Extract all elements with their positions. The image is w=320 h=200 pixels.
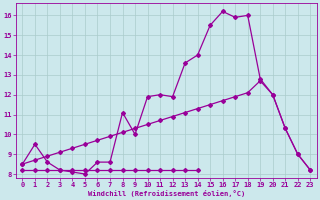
X-axis label: Windchill (Refroidissement éolien,°C): Windchill (Refroidissement éolien,°C): [88, 190, 245, 197]
